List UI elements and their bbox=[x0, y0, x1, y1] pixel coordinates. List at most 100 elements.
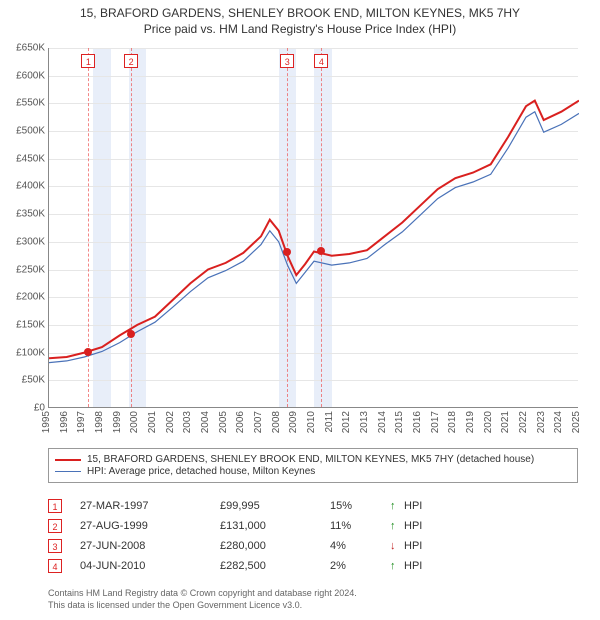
legend-item: 15, BRAFORD GARDENS, SHENLEY BROOK END, … bbox=[55, 454, 571, 465]
legend-swatch bbox=[55, 471, 81, 472]
event-arrow-icon: ↑ bbox=[390, 560, 404, 572]
event-date: 04-JUN-2010 bbox=[80, 560, 220, 572]
event-row: 2 27-AUG-1999£131,00011%↑HPI bbox=[48, 516, 578, 536]
event-row-number-box: 3 bbox=[48, 539, 62, 553]
event-arrow-icon: ↓ bbox=[390, 540, 404, 552]
x-axis-label: 1998 bbox=[94, 411, 105, 433]
x-axis-label: 2014 bbox=[377, 411, 388, 433]
event-marker-box: 1 bbox=[81, 54, 95, 68]
x-axis-label: 2005 bbox=[218, 411, 229, 433]
footer-line-1: Contains HM Land Registry data © Crown c… bbox=[48, 588, 578, 600]
events-table: 127-MAR-1997£99,99515%↑HPI227-AUG-1999£1… bbox=[48, 496, 578, 576]
x-axis-label: 2010 bbox=[306, 411, 317, 433]
event-row-number-box: 4 bbox=[48, 559, 62, 573]
x-axis-label: 1995 bbox=[41, 411, 52, 433]
event-suffix: HPI bbox=[404, 500, 422, 512]
plot-area: £0£50K£100K£150K£200K£250K£300K£350K£400… bbox=[48, 48, 578, 408]
line-chart-svg bbox=[49, 48, 579, 408]
event-row: 4 04-JUN-2010£282,5002%↑HPI bbox=[48, 556, 578, 576]
y-axis-label: £650K bbox=[5, 43, 45, 54]
title-block: 15, BRAFORD GARDENS, SHENLEY BROOK END, … bbox=[0, 0, 600, 36]
event-point-marker bbox=[317, 247, 325, 255]
event-marker-box: 4 bbox=[314, 54, 328, 68]
event-date: 27-MAR-1997 bbox=[80, 500, 220, 512]
event-price: £280,000 bbox=[220, 540, 330, 552]
event-arrow-icon: ↑ bbox=[390, 520, 404, 532]
x-axis-label: 2017 bbox=[430, 411, 441, 433]
legend-swatch bbox=[55, 459, 81, 461]
x-axis-label: 2021 bbox=[500, 411, 511, 433]
chart-container: 15, BRAFORD GARDENS, SHENLEY BROOK END, … bbox=[0, 0, 600, 620]
event-price: £99,995 bbox=[220, 500, 330, 512]
y-axis-label: £200K bbox=[5, 292, 45, 303]
x-axis-label: 2008 bbox=[271, 411, 282, 433]
y-axis-label: £500K bbox=[5, 126, 45, 137]
x-axis-label: 2024 bbox=[553, 411, 564, 433]
event-arrow-icon: ↑ bbox=[390, 500, 404, 512]
event-price: £282,500 bbox=[220, 560, 330, 572]
event-marker-box: 2 bbox=[124, 54, 138, 68]
x-axis-label: 2022 bbox=[518, 411, 529, 433]
event-suffix: HPI bbox=[404, 540, 422, 552]
y-axis-label: £300K bbox=[5, 236, 45, 247]
x-axis-label: 2000 bbox=[129, 411, 140, 433]
legend: 15, BRAFORD GARDENS, SHENLEY BROOK END, … bbox=[48, 448, 578, 483]
plot-frame: £0£50K£100K£150K£200K£250K£300K£350K£400… bbox=[48, 48, 578, 408]
event-date: 27-AUG-1999 bbox=[80, 520, 220, 532]
title-address: 15, BRAFORD GARDENS, SHENLEY BROOK END, … bbox=[0, 6, 600, 20]
event-percent: 4% bbox=[330, 540, 390, 552]
event-row-number-box: 2 bbox=[48, 519, 62, 533]
y-axis-label: £50K bbox=[5, 375, 45, 386]
y-axis-label: £400K bbox=[5, 181, 45, 192]
x-axis-label: 2004 bbox=[200, 411, 211, 433]
legend-label: 15, BRAFORD GARDENS, SHENLEY BROOK END, … bbox=[87, 454, 534, 465]
event-suffix: HPI bbox=[404, 560, 422, 572]
x-axis-label: 2020 bbox=[483, 411, 494, 433]
event-marker-box: 3 bbox=[280, 54, 294, 68]
x-axis-label: 2002 bbox=[165, 411, 176, 433]
x-axis-label: 2013 bbox=[359, 411, 370, 433]
x-axis-label: 2003 bbox=[182, 411, 193, 433]
event-row: 3 27-JUN-2008£280,0004%↓HPI bbox=[48, 536, 578, 556]
series-subject bbox=[49, 101, 579, 359]
x-axis-label: 2012 bbox=[341, 411, 352, 433]
legend-item: HPI: Average price, detached house, Milt… bbox=[55, 466, 571, 477]
y-axis-label: £450K bbox=[5, 153, 45, 164]
footer-line-2: This data is licensed under the Open Gov… bbox=[48, 600, 578, 612]
x-axis-label: 2016 bbox=[412, 411, 423, 433]
x-axis-label: 1999 bbox=[112, 411, 123, 433]
footer: Contains HM Land Registry data © Crown c… bbox=[48, 588, 578, 611]
y-axis-label: £350K bbox=[5, 209, 45, 220]
x-axis-label: 2001 bbox=[147, 411, 158, 433]
x-axis-label: 1997 bbox=[76, 411, 87, 433]
event-point-marker bbox=[127, 330, 135, 338]
event-suffix: HPI bbox=[404, 520, 422, 532]
y-axis-label: £0 bbox=[5, 403, 45, 414]
y-axis-label: £250K bbox=[5, 264, 45, 275]
x-axis-label: 2011 bbox=[324, 411, 335, 433]
x-axis-label: 2007 bbox=[253, 411, 264, 433]
x-axis-label: 2015 bbox=[394, 411, 405, 433]
x-axis-label: 2023 bbox=[536, 411, 547, 433]
event-point-marker bbox=[283, 248, 291, 256]
event-percent: 11% bbox=[330, 520, 390, 532]
event-percent: 2% bbox=[330, 560, 390, 572]
x-axis-label: 2019 bbox=[465, 411, 476, 433]
y-axis-label: £100K bbox=[5, 347, 45, 358]
event-row-number-box: 1 bbox=[48, 499, 62, 513]
event-point-marker bbox=[84, 348, 92, 356]
event-row: 1 27-MAR-1997£99,99515%↑HPI bbox=[48, 496, 578, 516]
x-axis-label: 2009 bbox=[288, 411, 299, 433]
x-axis-label: 2006 bbox=[235, 411, 246, 433]
x-axis-label: 2018 bbox=[447, 411, 458, 433]
x-axis-label: 1996 bbox=[59, 411, 70, 433]
x-axis-label: 2025 bbox=[571, 411, 582, 433]
event-price: £131,000 bbox=[220, 520, 330, 532]
title-subtitle: Price paid vs. HM Land Registry's House … bbox=[0, 22, 600, 36]
event-date: 27-JUN-2008 bbox=[80, 540, 220, 552]
event-percent: 15% bbox=[330, 500, 390, 512]
y-axis-label: £550K bbox=[5, 98, 45, 109]
y-axis-label: £600K bbox=[5, 70, 45, 81]
y-axis-label: £150K bbox=[5, 319, 45, 330]
legend-label: HPI: Average price, detached house, Milt… bbox=[87, 466, 315, 477]
